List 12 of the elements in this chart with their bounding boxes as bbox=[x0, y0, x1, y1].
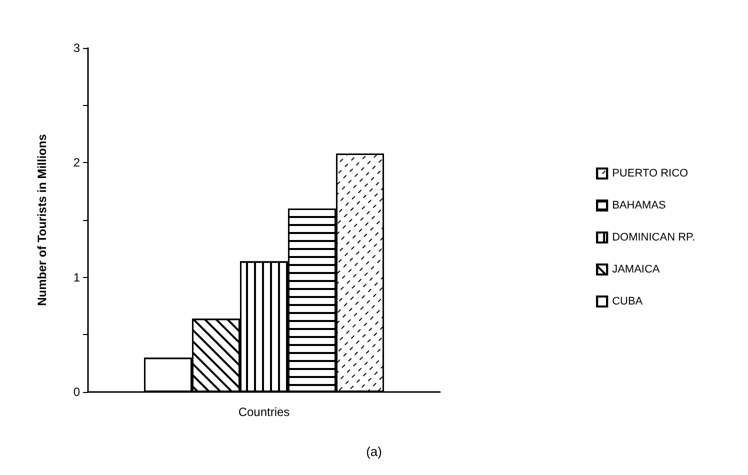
legend-label: JAMAICA bbox=[612, 264, 660, 276]
legend-label: BAHAMAS bbox=[612, 200, 666, 212]
x-axis-title: Countries bbox=[238, 405, 290, 419]
y-axis-title: Number of Tourists in Millions bbox=[35, 134, 49, 306]
legend-label: PUERTO RICO bbox=[612, 168, 689, 180]
y-tick-label: 1 bbox=[73, 270, 80, 284]
text: (a) bbox=[366, 444, 382, 459]
y-tick-label: 3 bbox=[73, 41, 80, 55]
y-tick-label: 2 bbox=[73, 156, 80, 170]
y-tick-label: 0 bbox=[73, 385, 80, 399]
legend-label: DOMINICAN RP. bbox=[612, 232, 696, 244]
legend-label: CUBA bbox=[612, 296, 644, 308]
